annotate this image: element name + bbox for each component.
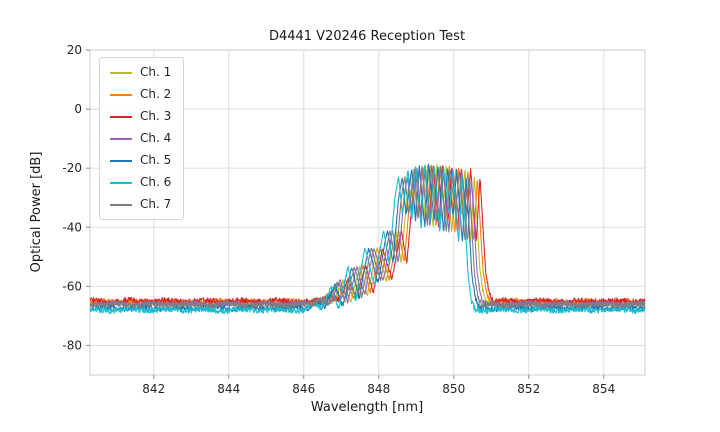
chart-title: D4441 V20246 Reception Test	[269, 29, 465, 44]
axis-ticks: 842 844 846 848 850 852 854 20 0 -20 -40 -60 -80	[62, 43, 615, 396]
legend-item-6: Ch. 6	[110, 175, 171, 190]
legend: Ch. 1 Ch. 2 Ch. 3 Ch. 4 Ch. 5 Ch. 6 Ch. 7	[99, 57, 185, 220]
legend-item-5: Ch. 5	[110, 153, 171, 168]
y-tick-label: 20	[67, 43, 82, 57]
y-axis-label: Optical Power [dB]	[29, 152, 44, 273]
x-tick-label: 846	[292, 382, 315, 396]
legend-line-swatch	[110, 93, 132, 96]
x-tick-label: 848	[367, 382, 390, 396]
x-tick-label: 850	[442, 382, 465, 396]
legend-label: Ch. 1	[140, 65, 172, 79]
legend-line-swatch	[110, 159, 132, 162]
series-line-6	[90, 164, 645, 315]
plot-frame	[89, 49, 646, 376]
legend-item-2: Ch. 2	[110, 87, 171, 102]
legend-line-swatch	[110, 181, 132, 184]
legend-line-swatch	[110, 203, 132, 206]
legend-label: Ch. 5	[140, 153, 172, 167]
legend-line-swatch	[110, 115, 132, 118]
legend-item-3: Ch. 3	[110, 109, 171, 124]
x-tick-label: 854	[592, 382, 615, 396]
x-axis-label: Wavelength [nm]	[311, 400, 423, 415]
x-tick-label: 842	[142, 382, 165, 396]
legend-item-1: Ch. 1	[110, 65, 171, 80]
legend-line-swatch	[110, 71, 132, 74]
legend-line-swatch	[110, 137, 132, 140]
y-tick-label: 0	[74, 102, 82, 116]
y-tick-label: -20	[62, 161, 82, 175]
legend-label: Ch. 6	[140, 175, 172, 189]
legend-label: Ch. 7	[140, 197, 172, 211]
series-lines	[90, 163, 645, 315]
y-tick-label: -40	[62, 220, 82, 234]
legend-label: Ch. 2	[140, 87, 172, 101]
legend-label: Ch. 3	[140, 109, 172, 123]
legend-item-4: Ch. 4	[110, 131, 171, 146]
y-tick-label: -80	[62, 338, 82, 352]
legend-item-7: Ch. 7	[110, 197, 171, 212]
series-line-7	[90, 164, 645, 309]
x-tick-label: 852	[517, 382, 540, 396]
y-tick-label: -60	[62, 279, 82, 293]
x-tick-label: 844	[217, 382, 240, 396]
legend-label: Ch. 4	[140, 131, 172, 145]
